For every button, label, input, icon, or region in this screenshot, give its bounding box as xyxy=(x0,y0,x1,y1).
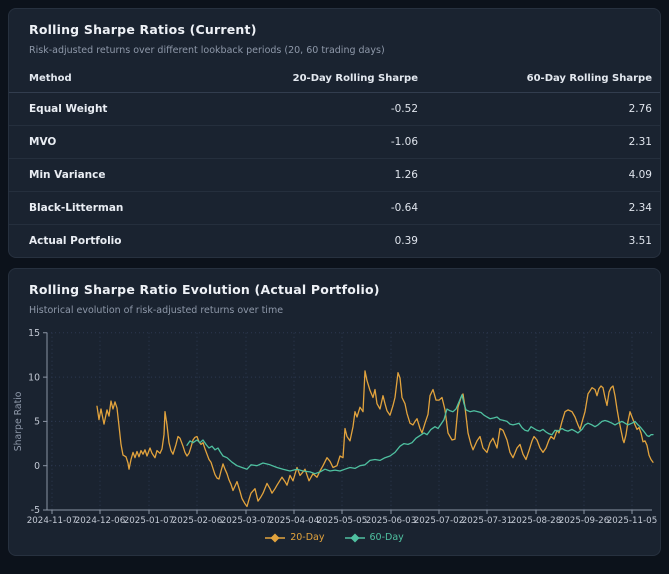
column-header-method: Method xyxy=(9,66,276,93)
sharpe-evolution-line-chart: 151050-52024-11-072024-12-062025-01-0720… xyxy=(13,328,658,526)
method-cell: Black-Litterman xyxy=(9,191,276,225)
chart-panel-header: Rolling Sharpe Ratio Evolution (Actual P… xyxy=(9,269,660,316)
svg-text:15: 15 xyxy=(28,328,40,339)
sharpe20-cell: -0.52 xyxy=(276,92,426,126)
svg-text:2025-02-06: 2025-02-06 xyxy=(172,516,223,526)
svg-text:-5: -5 xyxy=(31,505,40,516)
method-cell: MVO xyxy=(9,125,276,159)
svg-text:2025-04-04: 2025-04-04 xyxy=(269,516,320,526)
rolling-sharpe-table-panel: Rolling Sharpe Ratios (Current) Risk-adj… xyxy=(8,8,661,258)
svg-text:5: 5 xyxy=(34,417,40,428)
svg-text:2025-09-26: 2025-09-26 xyxy=(559,516,610,526)
table-header-row: Method 20-Day Rolling Sharpe 60-Day Roll… xyxy=(9,66,660,93)
method-cell: Min Variance xyxy=(9,158,276,192)
chart-panel-title: Rolling Sharpe Ratio Evolution (Actual P… xyxy=(29,282,380,297)
sharpe60-cell: 4.09 xyxy=(426,158,660,192)
method-cell: Equal Weight xyxy=(9,92,276,126)
legend-label-20-day: 20-Day xyxy=(290,532,325,543)
column-header-20-day: 20-Day Rolling Sharpe xyxy=(276,66,426,93)
sharpe60-cell: 2.34 xyxy=(426,191,660,225)
method-cell: Actual Portfolio xyxy=(29,235,122,247)
legend-item-60-day[interactable]: 60-Day xyxy=(344,532,404,543)
column-header-60-day: 60-Day Rolling Sharpe xyxy=(426,66,660,93)
sharpe60-cell: 2.31 xyxy=(426,125,660,159)
legend-label-60-day: 60-Day xyxy=(369,532,404,543)
chart-legend: 20-Day 60-Day xyxy=(9,530,660,555)
chart-panel-subtitle: Historical evolution of risk-adjusted re… xyxy=(29,305,284,316)
table-row: Actual Portfolio 0.39 3.51 xyxy=(9,225,660,258)
60-day-legend-marker-icon xyxy=(344,532,365,543)
20-day-legend-marker-icon xyxy=(265,532,286,543)
legend-item-20-day[interactable]: 20-Day xyxy=(265,532,325,543)
svg-text:10: 10 xyxy=(28,372,40,383)
table-panel-header: Rolling Sharpe Ratios (Current) Risk-adj… xyxy=(9,9,660,56)
svg-text:2025-08-28: 2025-08-28 xyxy=(511,516,562,526)
svg-text:2025-07-02: 2025-07-02 xyxy=(414,516,465,526)
sharpe20-cell: -0.64 xyxy=(276,191,426,225)
sharpe20-cell: 0.39 xyxy=(394,235,418,247)
chart-area: 15 10 5 0 -5 2024-11-07 2024-12-06 2025-01-07 20… xyxy=(9,316,660,530)
sharpe60-cell: 3.51 xyxy=(628,235,652,247)
table-row: Black-Litterman -0.64 2.34 xyxy=(9,191,660,225)
table-panel-subtitle: Risk-adjusted returns over different loo… xyxy=(29,45,385,56)
table-panel-title: Rolling Sharpe Ratios (Current) xyxy=(29,22,257,37)
table-row: MVO -1.06 2.31 xyxy=(9,125,660,159)
sharpe20-cell: 1.26 xyxy=(276,158,426,192)
sharpe60-cell: 2.76 xyxy=(426,92,660,126)
svg-text:2025-07-31: 2025-07-31 xyxy=(462,516,513,526)
svg-text:0: 0 xyxy=(34,461,40,472)
svg-text:Sharpe Ratio: Sharpe Ratio xyxy=(13,391,24,451)
svg-text:2025-06-03: 2025-06-03 xyxy=(366,516,417,526)
sharpe-ratios-table: Method 20-Day Rolling Sharpe 60-Day Roll… xyxy=(9,66,660,257)
sharpe-evolution-panel: Rolling Sharpe Ratio Evolution (Actual P… xyxy=(8,268,661,556)
svg-text:2025-05-05: 2025-05-05 xyxy=(317,516,368,526)
svg-text:2024-11-07: 2024-11-07 xyxy=(27,516,78,526)
table-row: Equal Weight -0.52 2.76 xyxy=(9,92,660,126)
svg-text:2025-01-07: 2025-01-07 xyxy=(124,516,175,526)
sharpe20-cell: -1.06 xyxy=(276,125,426,159)
table-row: Min Variance 1.26 4.09 xyxy=(9,158,660,192)
svg-text:2025-03-07: 2025-03-07 xyxy=(221,516,272,526)
svg-text:2024-12-06: 2024-12-06 xyxy=(75,516,126,526)
svg-text:2025-11-05: 2025-11-05 xyxy=(607,516,658,526)
